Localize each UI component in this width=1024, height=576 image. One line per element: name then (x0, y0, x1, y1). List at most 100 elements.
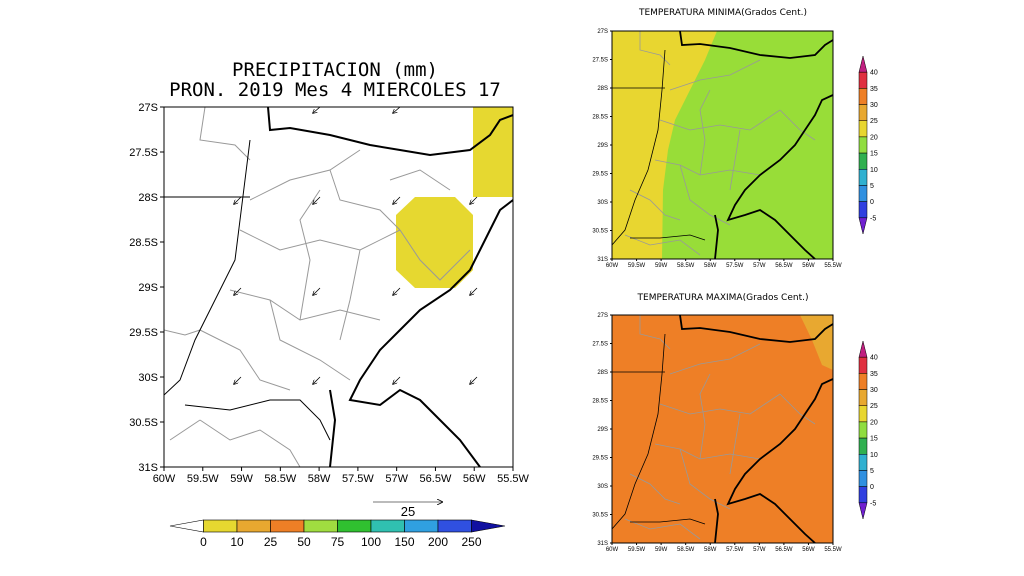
lon-tick-label: 56W (802, 547, 815, 553)
lat-tick-label: 27.5S (592, 342, 608, 348)
lon-tick-label: 57W (753, 547, 766, 553)
colorbar-segment (858, 470, 868, 487)
colorbar-label: 25 (870, 403, 878, 410)
colorbar-min-triangle (858, 502, 868, 520)
lon-tick-label: 60W (606, 263, 619, 269)
lat-tick-label: 29.5S (592, 456, 608, 462)
lon-tick-label: 59.5W (628, 547, 646, 553)
lon-tick-label: 57.5W (726, 263, 744, 269)
precip-department-lines (164, 107, 471, 467)
colorbar-segment (858, 136, 868, 154)
tmax-department-lines (624, 315, 816, 540)
lon-tick-label: 56.5W (775, 263, 793, 269)
precip-shade-ne (473, 107, 513, 197)
colorbar-label: 15 (870, 436, 878, 443)
colorbar-label: 40 (870, 70, 878, 77)
lon-tick-label: 60W (606, 547, 619, 553)
tmax-title: TEMPERATURA MAXIMA(Grados Cent.) (637, 293, 809, 303)
lat-tick-label: 31S (138, 462, 158, 474)
lat-tick-label: 29S (597, 143, 608, 149)
lat-tick-label: 29.5S (129, 327, 158, 339)
lat-tick-label: 31S (597, 541, 608, 547)
tmin-country-borders (679, 31, 833, 259)
colorbar-segment (858, 373, 868, 390)
colorbar-max-triangle (858, 55, 868, 73)
colorbar-label: 150 (394, 535, 414, 549)
colorbar-label: 0 (870, 484, 874, 491)
colorbar-segment (858, 104, 868, 121)
tmax-map (612, 315, 833, 543)
lon-tick-label: 59W (230, 473, 253, 485)
tmin-colorbar: -5 0 5 10 15 20 25 30 35 40 (858, 55, 878, 235)
tmax-province-lines (612, 333, 706, 530)
colorbar-label: 35 (870, 371, 878, 378)
lon-tick-label: 57.5W (342, 473, 374, 485)
lat-tick-label: 30.5S (592, 229, 608, 235)
colorbar-segment (236, 519, 271, 533)
lon-tick-label: 55.5W (824, 263, 842, 269)
lat-tick-label: 28.5S (592, 399, 608, 405)
colorbar-label: 30 (870, 102, 878, 109)
colorbar-label: 35 (870, 86, 878, 93)
colorbar-segment (858, 421, 868, 439)
lat-tick-label: 28.5S (129, 237, 158, 249)
precip-colorbar: 0 10 25 50 75 100 150 200 250 (169, 519, 506, 549)
lon-tick-label: 56W (463, 473, 486, 485)
lat-tick-label: 30S (138, 372, 158, 384)
colorbar-segment (858, 152, 868, 170)
colorbar-segment (404, 519, 439, 533)
colorbar-max-triangle (471, 519, 506, 533)
lat-tick-label: 28S (597, 86, 608, 92)
lat-tick-label: 29S (138, 282, 158, 294)
lat-tick-label: 28.5S (592, 115, 608, 121)
colorbar-segment (270, 519, 305, 533)
tmax-country-borders (679, 315, 833, 543)
colorbar-segment (437, 519, 472, 533)
lon-tick-label: 59.5W (187, 473, 219, 485)
colorbar-segment (858, 185, 868, 202)
tmin-map (612, 31, 833, 259)
lat-tick-label: 27.5S (592, 58, 608, 64)
colorbar-segment (858, 71, 868, 89)
colorbar-segment (370, 519, 405, 533)
lon-tick-label: 55.5W (824, 547, 842, 553)
lat-tick-label: 30.5S (129, 417, 158, 429)
colorbar-segment (858, 356, 868, 374)
colorbar-min-triangle (169, 519, 204, 533)
precip-province-lines (164, 139, 331, 441)
colorbar-label: 40 (870, 355, 878, 362)
lat-tick-label: 30S (597, 484, 608, 490)
lat-tick-label: 27S (597, 29, 608, 35)
colorbar-segment (858, 201, 868, 219)
colorbar-label: 0 (870, 199, 874, 206)
colorbar-label: 10 (230, 535, 244, 549)
lat-tick-label: 27.5S (129, 147, 158, 159)
precip-title-line1: PRECIPITACION (mm) (232, 59, 438, 81)
lat-tick-label: 29.5S (592, 172, 608, 178)
colorbar-segment (337, 519, 372, 533)
colorbar-label: -5 (870, 215, 876, 222)
colorbar-label: 25 (264, 535, 278, 549)
colorbar-segment (858, 120, 868, 138)
lon-tick-label: 59W (655, 547, 668, 553)
colorbar-min-triangle (858, 217, 868, 235)
colorbar-label: 25 (870, 118, 878, 125)
colorbar-label: 5 (870, 183, 874, 190)
colorbar-label: 5 (870, 468, 874, 475)
tmin-department-lines (624, 31, 816, 256)
lat-tick-label: 27S (597, 313, 608, 319)
lat-tick-label: 27S (138, 102, 158, 114)
colorbar-label: 30 (870, 387, 878, 394)
lon-tick-label: 59.5W (628, 263, 646, 269)
lon-tick-label: 58W (704, 263, 717, 269)
colorbar-segment (858, 486, 868, 504)
colorbar-segment (858, 169, 868, 186)
lat-tick-label: 28S (138, 192, 158, 204)
lat-tick-label: 30S (597, 200, 608, 206)
lon-tick-label: 57W (753, 263, 766, 269)
lon-tick-label: 58.5W (677, 263, 695, 269)
colorbar-label: -5 (870, 500, 876, 507)
